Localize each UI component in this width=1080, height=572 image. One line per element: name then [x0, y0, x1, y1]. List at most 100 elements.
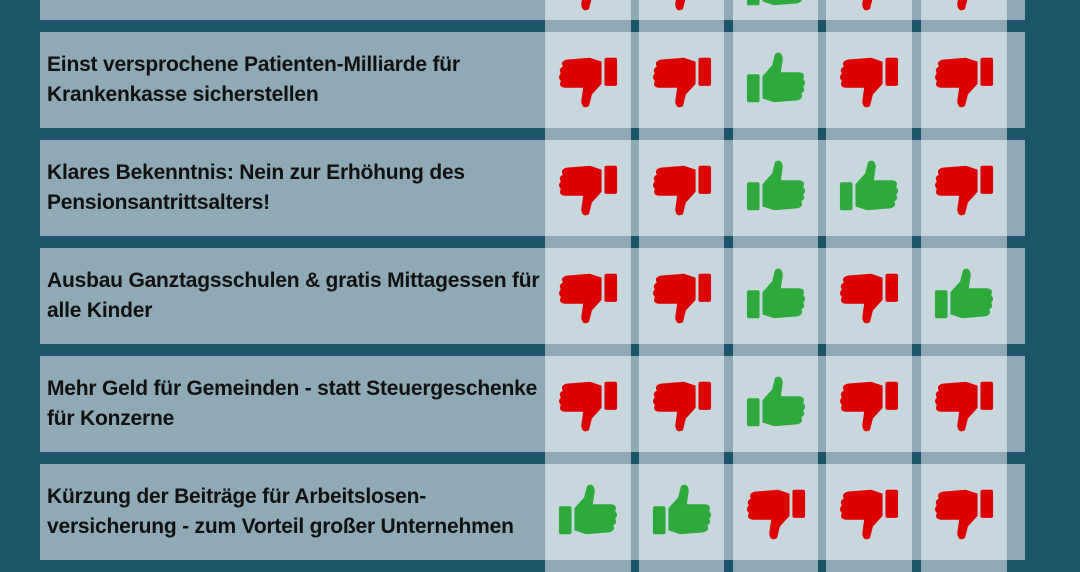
- thumbs-up-icon: [557, 481, 619, 543]
- thumbs-up-icon: [745, 0, 807, 14]
- thumbs-up-icon: [933, 265, 995, 327]
- row-label: Einst versprochene Patienten-Milliarde f…: [47, 53, 460, 106]
- row-divider: [545, 452, 631, 464]
- vote-cell: [826, 0, 912, 20]
- vote-cell: [826, 356, 912, 452]
- table-row: Klares Bekenntnis: Nein zur Erhöhung des…: [40, 140, 1025, 236]
- row-divider: [921, 560, 1007, 572]
- thumbs-down-icon: [557, 157, 619, 219]
- row-divider: [921, 344, 1007, 356]
- vote-cell: [921, 32, 1007, 128]
- thumbs-down-icon: [651, 157, 713, 219]
- row-label: Ausbau Ganztagsschulen & gratis Mittages…: [47, 269, 540, 322]
- vote-cell: [545, 32, 631, 128]
- row-label: Klares Bekenntnis: Nein zur Erhöhung des…: [47, 161, 465, 214]
- vote-cell: [733, 32, 818, 128]
- thumbs-up-icon: [745, 373, 807, 435]
- row-divider: [639, 560, 724, 572]
- row-divider: [826, 344, 912, 356]
- row-divider: [733, 560, 818, 572]
- thumbs-down-icon: [838, 373, 900, 435]
- row-divider: [826, 20, 912, 32]
- thumbs-down-icon: [838, 265, 900, 327]
- row-divider: [921, 452, 1007, 464]
- thumbs-up-icon: [745, 49, 807, 111]
- table-row: Einst versprochene Patienten-Milliarde f…: [40, 32, 1025, 128]
- row-divider: [545, 560, 631, 572]
- vote-cell: [921, 0, 1007, 20]
- row-divider: [826, 452, 912, 464]
- vote-cell: [545, 464, 631, 560]
- vote-cell: [639, 140, 724, 236]
- thumbs-down-icon: [651, 265, 713, 327]
- thumbs-down-icon: [651, 373, 713, 435]
- row-divider: [826, 560, 912, 572]
- thumbs-down-icon: [651, 49, 713, 111]
- row-divider: [639, 20, 724, 32]
- thumbs-down-icon: [933, 373, 995, 435]
- row-divider: [639, 344, 724, 356]
- vote-cell: [921, 464, 1007, 560]
- thumbs-down-icon: [933, 49, 995, 111]
- vote-cell: [639, 464, 724, 560]
- table-row: Mehr Geld für Gemeinden - statt Steuerge…: [40, 356, 1025, 452]
- thumbs-down-icon: [838, 481, 900, 543]
- thumbs-down-icon: [557, 49, 619, 111]
- thumbs-down-icon: [838, 0, 900, 14]
- thumbs-down-icon: [838, 49, 900, 111]
- vote-cell: [733, 0, 818, 20]
- vote-cell: [639, 356, 724, 452]
- vote-cell: [826, 32, 912, 128]
- row-divider: [921, 128, 1007, 140]
- vote-cell: [545, 356, 631, 452]
- table-row: [40, 0, 1025, 20]
- vote-cell: [921, 140, 1007, 236]
- vote-cell: [733, 248, 818, 344]
- row-divider: [545, 344, 631, 356]
- vote-cell: [921, 248, 1007, 344]
- thumbs-down-icon: [651, 0, 713, 14]
- row-divider: [826, 128, 912, 140]
- row-divider: [921, 236, 1007, 248]
- thumbs-up-icon: [651, 481, 713, 543]
- row-divider: [639, 452, 724, 464]
- thumbs-up-icon: [745, 265, 807, 327]
- table-row: Ausbau Ganztagsschulen & gratis Mittages…: [40, 248, 1025, 344]
- vote-cell: [733, 356, 818, 452]
- thumbs-up-icon: [838, 157, 900, 219]
- vote-cell: [733, 140, 818, 236]
- thumbs-down-icon: [557, 0, 619, 14]
- vote-cell: [545, 0, 631, 20]
- vote-cell: [826, 464, 912, 560]
- vote-cell: [639, 32, 724, 128]
- thumbs-down-icon: [933, 0, 995, 14]
- thumbs-down-icon: [745, 481, 807, 543]
- row-divider: [733, 128, 818, 140]
- row-divider: [921, 20, 1007, 32]
- vote-cell: [545, 140, 631, 236]
- row-divider: [733, 344, 818, 356]
- thumbs-down-icon: [557, 373, 619, 435]
- thumbs-down-icon: [933, 157, 995, 219]
- row-divider: [545, 20, 631, 32]
- vote-cell: [733, 464, 818, 560]
- vote-cell: [545, 248, 631, 344]
- row-divider: [733, 20, 818, 32]
- thumbs-down-icon: [933, 481, 995, 543]
- vote-cell: [639, 248, 724, 344]
- row-label: Kürzung der Beiträge für Arbeitslosen-ve…: [47, 485, 514, 538]
- thumbs-up-icon: [745, 157, 807, 219]
- row-divider: [733, 452, 818, 464]
- row-divider: [733, 236, 818, 248]
- vote-cell: [826, 140, 912, 236]
- vote-cell: [921, 356, 1007, 452]
- row-divider: [545, 128, 631, 140]
- vote-cell: [826, 248, 912, 344]
- row-divider: [826, 236, 912, 248]
- vote-cell: [639, 0, 724, 20]
- row-divider: [545, 236, 631, 248]
- row-divider: [639, 128, 724, 140]
- thumbs-down-icon: [557, 265, 619, 327]
- table-row: Kürzung der Beiträge für Arbeitslosen-ve…: [40, 464, 1025, 560]
- row-divider: [639, 236, 724, 248]
